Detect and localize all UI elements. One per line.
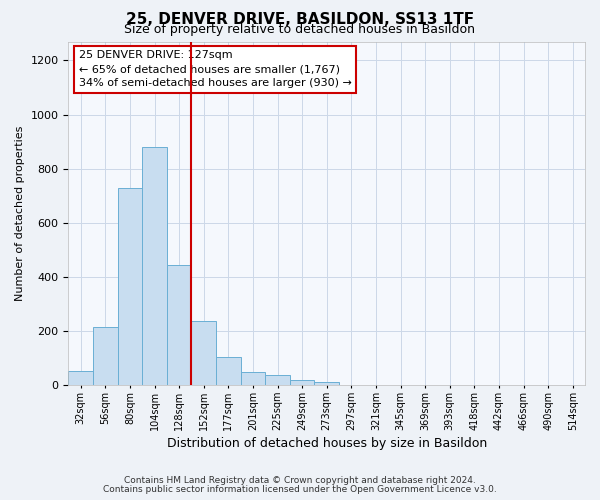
Bar (191, 322, 216, 385)
Bar (290, 380, 314, 385)
Text: Size of property relative to detached houses in Basildon: Size of property relative to detached ho… (125, 23, 476, 36)
Bar (68, 372, 93, 385)
Bar (241, 372, 265, 385)
Bar (118, 188, 142, 385)
Bar (93, 327, 118, 385)
Text: 25, DENVER DRIVE, BASILDON, SS13 1TF: 25, DENVER DRIVE, BASILDON, SS13 1TF (126, 12, 474, 26)
Bar (167, 264, 191, 385)
Bar (216, 356, 241, 385)
Bar (314, 382, 339, 385)
X-axis label: Distribution of detached houses by size in Basildon: Distribution of detached houses by size … (167, 437, 487, 450)
Text: Contains public sector information licensed under the Open Government Licence v3: Contains public sector information licen… (103, 485, 497, 494)
Bar (265, 374, 290, 385)
Bar (142, 147, 167, 385)
Text: Contains HM Land Registry data © Crown copyright and database right 2024.: Contains HM Land Registry data © Crown c… (124, 476, 476, 485)
Y-axis label: Number of detached properties: Number of detached properties (15, 126, 25, 301)
Text: 25 DENVER DRIVE: 127sqm
← 65% of detached houses are smaller (1,767)
34% of semi: 25 DENVER DRIVE: 127sqm ← 65% of detache… (79, 50, 352, 88)
